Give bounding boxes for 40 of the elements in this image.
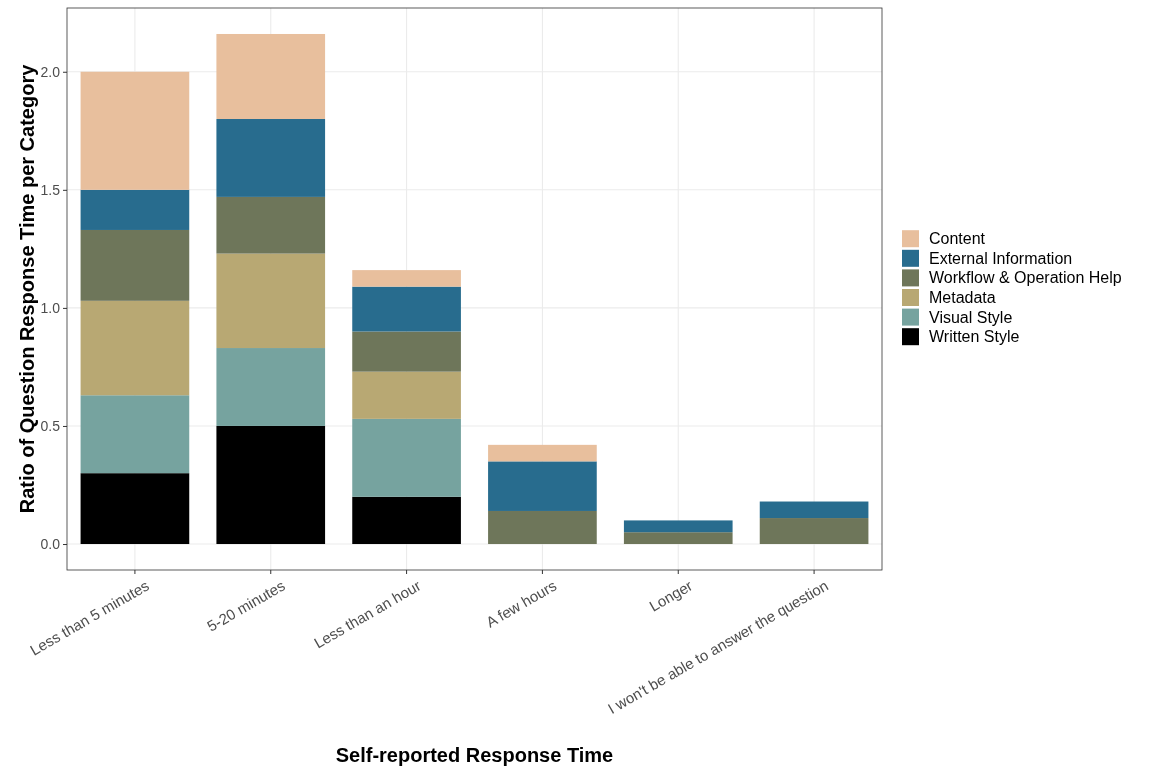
bar — [216, 425, 326, 545]
y-tick-label: 0.0 — [40, 536, 61, 553]
legend-label: Workflow & Operation Help — [929, 269, 1122, 287]
bar — [80, 473, 190, 545]
legend-label: Content — [929, 230, 986, 248]
y-tick-label: 1.5 — [40, 181, 61, 198]
bar — [759, 518, 869, 545]
legend-label: Metadata — [929, 289, 996, 306]
x-tick-label: Less than an hour — [311, 576, 424, 652]
legend-label: External Information — [929, 249, 1073, 267]
bar — [488, 444, 597, 462]
bar — [216, 196, 326, 254]
x-axis-title: Self-reported Response Time — [335, 744, 614, 766]
bar — [488, 461, 597, 511]
legend-label: Written Style — [929, 328, 1020, 346]
bar — [216, 253, 326, 349]
bar — [80, 189, 190, 230]
bar — [216, 33, 326, 119]
y-tick-label: 2.0 — [40, 63, 61, 80]
bar — [80, 229, 190, 301]
bar — [352, 286, 461, 332]
bar — [352, 418, 461, 497]
bar — [488, 510, 597, 545]
bar — [352, 270, 461, 287]
y-tick-label: 0.5 — [40, 417, 61, 434]
bar — [623, 532, 733, 545]
bar — [216, 118, 326, 197]
legend-label: Visual Style — [929, 308, 1013, 326]
bar — [80, 300, 190, 396]
bar — [80, 71, 190, 190]
bar — [352, 496, 461, 545]
x-tick-label: A few hours — [482, 576, 560, 631]
bar — [216, 348, 326, 426]
bar — [352, 371, 461, 419]
y-axis-title: Ratio of Question Response Time per Category — [16, 63, 38, 514]
bar — [80, 395, 190, 474]
y-tick-label: 1.0 — [40, 299, 61, 316]
bar — [623, 520, 733, 533]
bar — [352, 331, 461, 372]
bar — [759, 501, 869, 519]
